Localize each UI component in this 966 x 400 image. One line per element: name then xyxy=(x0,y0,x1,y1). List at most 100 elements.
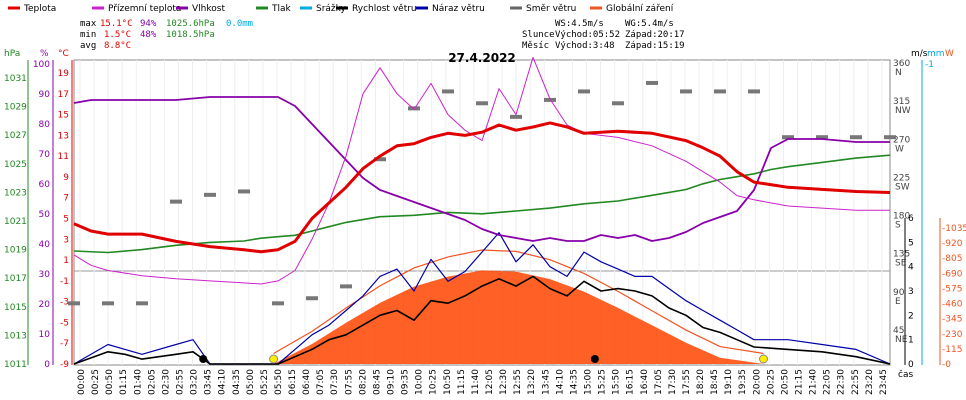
tick-direction-label: W xyxy=(895,144,904,154)
tick-humidity: 40 xyxy=(39,240,51,250)
tick-wind-speed: 5 xyxy=(908,238,914,248)
tick-humidity: 70 xyxy=(39,150,51,160)
wind-direction-mark xyxy=(170,199,182,204)
stat-min-press: 1018.5hPa xyxy=(166,30,215,40)
tick-time: 19:35 xyxy=(738,369,748,395)
tick-time: 03:45 xyxy=(204,369,214,395)
tick-hpa: 1015 xyxy=(4,303,27,313)
wind-direction-mark xyxy=(136,301,148,306)
tick-direction-label: N xyxy=(895,68,902,78)
tick-time: 09:35 xyxy=(401,369,411,395)
tick-radiation: -115 xyxy=(942,345,962,355)
tick-hpa: 1011 xyxy=(4,360,27,370)
stat-max-press: 1025.6hPa xyxy=(166,19,215,29)
tick-hpa: 1027 xyxy=(4,131,27,141)
tick-time: 02:05 xyxy=(147,369,157,395)
tick-temperature: 11 xyxy=(58,152,69,162)
sun-marker xyxy=(269,354,279,364)
tick-humidity: 30 xyxy=(39,270,51,280)
tick-radiation: -1035 xyxy=(942,224,966,234)
tick-time: 15:00 xyxy=(583,369,593,395)
tick-humidity: 60 xyxy=(39,180,51,190)
tick-time: 13:45 xyxy=(541,369,551,395)
tick-temperature: 1 xyxy=(63,256,69,266)
tick-temperature: -5 xyxy=(60,318,69,328)
stat-avg-label: avg xyxy=(80,41,96,51)
wind-direction-mark xyxy=(102,301,114,306)
axis-unit-hpa: hPa xyxy=(4,49,20,59)
tick-hpa: 1031 xyxy=(4,74,27,84)
wind-direction-mark xyxy=(748,89,760,94)
sun-moon-markers xyxy=(199,354,769,364)
tick-direction-label: SE xyxy=(895,259,907,269)
tick-hpa: 1013 xyxy=(4,331,27,341)
tick-wind-speed: 4 xyxy=(908,263,914,273)
series-lines xyxy=(73,56,891,365)
tick-direction-label: S xyxy=(895,221,901,231)
tick-temperature: 15 xyxy=(58,111,69,121)
tick-time: 08:20 xyxy=(358,369,368,395)
tick-time: 19:10 xyxy=(724,369,734,395)
stat-max-hum: 94% xyxy=(140,19,157,29)
tick-time: 15:50 xyxy=(612,369,622,395)
axis-unit-ms: m/s xyxy=(911,49,928,59)
tick-time: 03:20 xyxy=(190,369,200,395)
tick-hpa: 1023 xyxy=(4,188,27,198)
wind-direction-mark xyxy=(204,192,216,197)
tick-time: 09:10 xyxy=(387,369,397,395)
wind-direction-mark xyxy=(680,89,692,94)
wind-direction-mark xyxy=(510,114,522,119)
series-line-temperature xyxy=(73,121,891,254)
tick-time: 17:05 xyxy=(654,369,664,395)
series-line-ground-temperature xyxy=(73,56,890,285)
axis-unit-pct: % xyxy=(40,49,49,59)
tick-time: 11:15 xyxy=(457,369,467,395)
tick-time: 21:15 xyxy=(795,369,805,395)
legend-label-tlak: Tlak xyxy=(271,4,292,14)
tick-wind-speed: 3 xyxy=(908,287,914,297)
tick-temperature: 5 xyxy=(63,215,69,225)
tick-direction-deg: 45 xyxy=(893,326,904,336)
tick-hpa: 1029 xyxy=(4,103,27,113)
stats-block: max 15.1°C 94% 1025.6hPa 0.0mm min 1.5°C… xyxy=(80,19,685,51)
sun-marker xyxy=(759,354,769,364)
wind-direction-mark xyxy=(782,135,794,140)
tick-wind-speed: 2 xyxy=(908,311,914,321)
tick-time: 12:05 xyxy=(485,369,495,395)
tick-direction-deg: 180 xyxy=(893,212,910,222)
tick-direction-label: NE xyxy=(895,335,908,345)
moon-marker xyxy=(199,355,208,363)
legend-label-rychlost: Rychlost větru xyxy=(352,4,417,14)
wind-direction-mark xyxy=(340,284,352,289)
tick-time: 05:25 xyxy=(260,369,270,395)
wind-direction-mark xyxy=(238,189,250,194)
series-line-pressure xyxy=(73,154,891,254)
tick-time: 06:15 xyxy=(288,369,298,395)
tick-time: 20:50 xyxy=(780,369,790,395)
series-line-humidity xyxy=(73,96,890,242)
tick-time: 20:00 xyxy=(752,369,762,395)
tick-time: 00:25 xyxy=(91,369,101,395)
tick-temperature: 13 xyxy=(58,131,69,141)
moon-marker xyxy=(590,355,599,363)
legend-label-prizemni: Přízemní teplota xyxy=(108,4,181,14)
stat-sun-rise: Východ:05:52 xyxy=(555,30,620,40)
wind-direction-mark xyxy=(612,101,624,106)
tick-direction-label: NW xyxy=(895,106,911,116)
tick-direction-label: SW xyxy=(895,182,910,192)
stat-ws: WS:4.5m/s xyxy=(555,19,604,29)
tick-time: 18:45 xyxy=(710,369,720,395)
axis-unit-w: W xyxy=(945,49,954,59)
tick-direction-deg: 90 xyxy=(893,288,905,298)
series-wind-direction xyxy=(68,80,896,306)
tick-humidity: 0 xyxy=(44,360,50,370)
tick-radiation: -575 xyxy=(942,284,962,294)
tick-time: 22:55 xyxy=(851,369,861,395)
axis-unit-c: °C xyxy=(58,49,69,59)
tick-humidity: 10 xyxy=(39,330,51,340)
tick-radiation: -0 xyxy=(942,360,951,370)
tick-time: 21:40 xyxy=(809,369,819,395)
tick-time: 10:25 xyxy=(429,369,439,395)
